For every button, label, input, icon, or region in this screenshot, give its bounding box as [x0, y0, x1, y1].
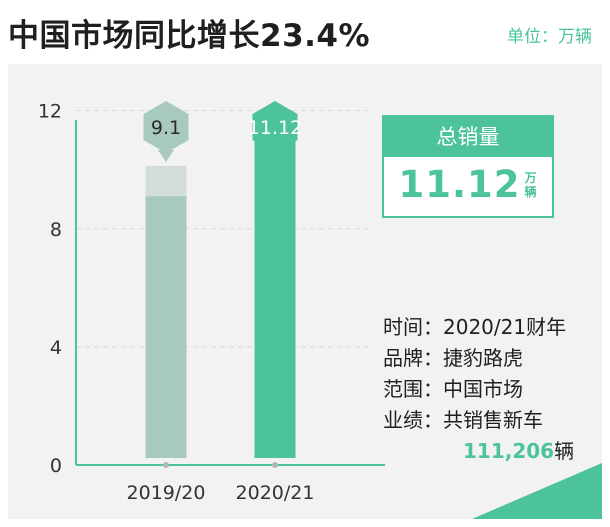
- info-amount-unit: 辆: [554, 439, 575, 463]
- data-label-badge: [143, 101, 189, 153]
- info-perf-label: 业绩：: [383, 408, 443, 432]
- data-label-badge: [252, 101, 298, 153]
- info-perf-row: 业绩：共销售新车: [383, 405, 603, 436]
- data-label-pointer: [158, 150, 174, 162]
- y-tick-label: 8: [50, 219, 62, 241]
- info-perf-value: 共销售新车: [443, 408, 543, 432]
- y-tick-label: 0: [50, 455, 62, 477]
- info-brand-label: 品牌：: [383, 346, 443, 370]
- total-sales-label: 总销量: [384, 117, 552, 157]
- info-amount-value: 111,206: [463, 439, 555, 463]
- total-sales-value: 11.12: [398, 163, 521, 206]
- info-time-value: 2020/21财年: [443, 315, 567, 339]
- info-time-row: 时间：2020/21财年: [383, 312, 603, 343]
- info-amount-row: 111,206辆: [383, 436, 603, 467]
- y-tick-label: 4: [50, 337, 62, 359]
- total-sales-value-wrap: 11.12 万辆: [384, 163, 552, 206]
- bar: [145, 196, 187, 459]
- chart-title: 中国市场同比增长23.4%: [8, 18, 371, 54]
- info-scope-value: 中国市场: [443, 377, 523, 401]
- total-sales-box: 总销量 11.12 万辆: [382, 115, 554, 218]
- x-tick-label: 2020/21: [236, 482, 315, 504]
- info-brand-row: 品牌：捷豹路虎: [383, 343, 603, 374]
- info-time-label: 时间：: [383, 315, 443, 339]
- y-tick-label: 12: [38, 101, 62, 123]
- data-label: 11.12: [248, 117, 302, 139]
- x-tick-dot: [163, 462, 169, 468]
- unit-label: 单位：万辆: [507, 27, 592, 47]
- x-tick-label: 2019/20: [127, 482, 206, 504]
- total-sales-unit: 万辆: [524, 170, 537, 199]
- data-label: 9.1: [151, 117, 181, 139]
- bar: [254, 136, 296, 458]
- info-block: 时间：2020/21财年 品牌：捷豹路虎 范围：中国市场 业绩：共销售新车 11…: [383, 312, 603, 467]
- x-tick-dot: [272, 462, 278, 468]
- info-brand-value: 捷豹路虎: [443, 346, 523, 370]
- corner-decoration: [472, 463, 602, 519]
- data-label-pointer: [267, 150, 283, 162]
- info-scope-row: 范围：中国市场: [383, 374, 603, 405]
- info-scope-label: 范围：: [383, 377, 443, 401]
